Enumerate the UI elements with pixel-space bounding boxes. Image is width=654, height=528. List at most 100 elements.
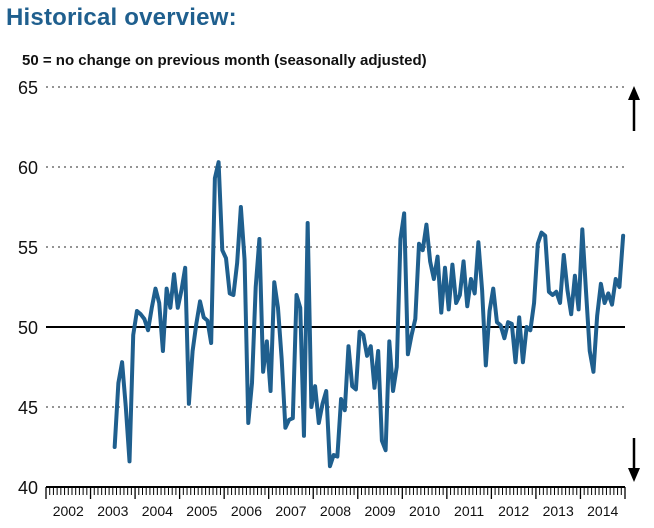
data-point [565,288,570,292]
data-point [361,333,365,337]
x-tick-label-2010: 2010 [409,503,440,519]
data-points [113,160,625,468]
y-tick-label-55: 55 [18,238,38,258]
y-tick-label-65: 65 [18,78,38,98]
data-point [380,439,384,443]
data-point [610,303,614,307]
x-tick-label-2012: 2012 [498,503,529,519]
data-point [313,384,317,388]
data-point [142,317,146,321]
data-point [246,421,250,425]
data-point [461,259,466,263]
data-point [135,309,139,313]
data-point [235,261,239,265]
x-tick-label-2005: 2005 [186,503,217,519]
x-tick-label-2013: 2013 [543,503,574,519]
data-point [124,405,128,409]
data-point [525,325,529,329]
data-point [183,266,187,270]
data-point [454,301,458,305]
data-point [577,307,581,311]
data-point [350,384,354,388]
data-point [157,301,161,305]
data-point [406,352,410,356]
data-point [499,323,503,327]
data-point [268,389,273,393]
data-point [220,248,224,252]
data-point [216,160,221,164]
data-point [547,290,551,294]
data-point [469,277,473,281]
data-point [443,266,447,270]
data-point [495,320,499,324]
data-point [391,389,395,393]
data-point [372,386,377,390]
data-point [528,328,532,332]
data-point [551,293,555,297]
y-tick-label-50: 50 [18,318,38,338]
data-point [502,336,506,340]
data-point [254,285,258,289]
data-point [558,301,562,305]
data-point [376,349,380,353]
data-point [402,211,406,215]
data-point [309,405,313,409]
data-point [131,333,135,337]
data-point [343,408,347,412]
series-line [112,160,626,469]
data-point [335,455,339,459]
y-tick-label-60: 60 [18,158,38,178]
data-point [261,370,265,374]
data-point [161,349,165,353]
data-point [187,402,191,406]
data-point [120,360,124,364]
data-point [450,263,455,267]
data-point [417,242,421,246]
data-point [265,339,269,343]
chart-subtitle: 50 = no change on previous month (season… [22,52,427,69]
data-point [599,282,603,286]
data-point [491,287,495,291]
data-point [228,291,232,295]
data-point [562,253,566,257]
data-point [517,315,521,319]
x-tick-label-2007: 2007 [275,503,306,519]
data-point [465,304,469,308]
data-point [242,258,247,262]
data-point [302,434,306,438]
data-point [127,459,132,463]
data-point [398,237,403,241]
data-point [569,312,573,316]
data-point [409,333,414,337]
data-point [532,301,536,305]
data-point [384,448,388,452]
data-point [506,320,510,324]
x-tick-label-2003: 2003 [97,503,128,519]
data-point [194,322,198,326]
data-point [198,299,202,303]
data-point [116,381,120,385]
data-point [421,248,425,252]
data-point [365,354,369,358]
data-point [283,426,287,430]
data-point [387,339,391,343]
data-point [179,288,184,292]
data-point [153,287,158,291]
y-axis-tick-labels: 40 45 50 55 60 65 [18,78,38,498]
data-point [539,231,544,235]
data-point [573,274,577,278]
data-point [287,418,291,422]
data-point [424,223,429,227]
data-point [617,285,622,289]
x-tick-label-2014: 2014 [587,503,618,519]
data-point [113,445,117,449]
data-point [332,453,336,457]
data-point [320,402,325,406]
data-point [257,237,262,241]
data-point [150,306,154,310]
page-title: Historical overview: [6,4,237,31]
x-tick-label-2002: 2002 [53,503,84,519]
data-point [139,312,143,316]
data-point [595,314,599,318]
